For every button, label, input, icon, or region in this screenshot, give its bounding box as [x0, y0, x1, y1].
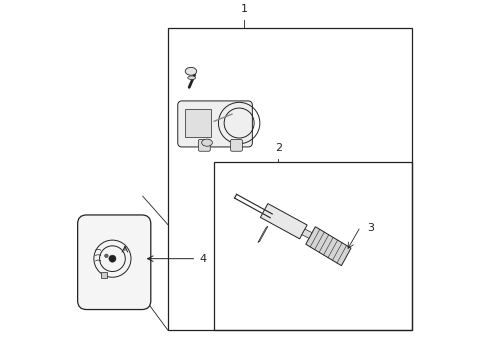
FancyBboxPatch shape [178, 101, 252, 147]
Bar [184, 109, 211, 137]
Polygon shape [301, 229, 311, 238]
Bar [167, 28, 411, 330]
Bar [101, 272, 107, 278]
Circle shape [104, 254, 108, 258]
Bar [214, 162, 411, 330]
Polygon shape [305, 227, 350, 266]
Ellipse shape [201, 139, 212, 146]
FancyBboxPatch shape [230, 139, 242, 151]
FancyBboxPatch shape [198, 139, 210, 151]
FancyBboxPatch shape [78, 215, 150, 310]
Polygon shape [260, 204, 306, 239]
Text: 2: 2 [274, 143, 282, 153]
Polygon shape [257, 226, 267, 243]
Circle shape [109, 255, 116, 262]
Ellipse shape [185, 67, 196, 75]
Ellipse shape [187, 76, 195, 80]
Text: 1: 1 [241, 4, 247, 14]
Text: 4: 4 [200, 254, 206, 264]
Text: 3: 3 [366, 222, 373, 233]
